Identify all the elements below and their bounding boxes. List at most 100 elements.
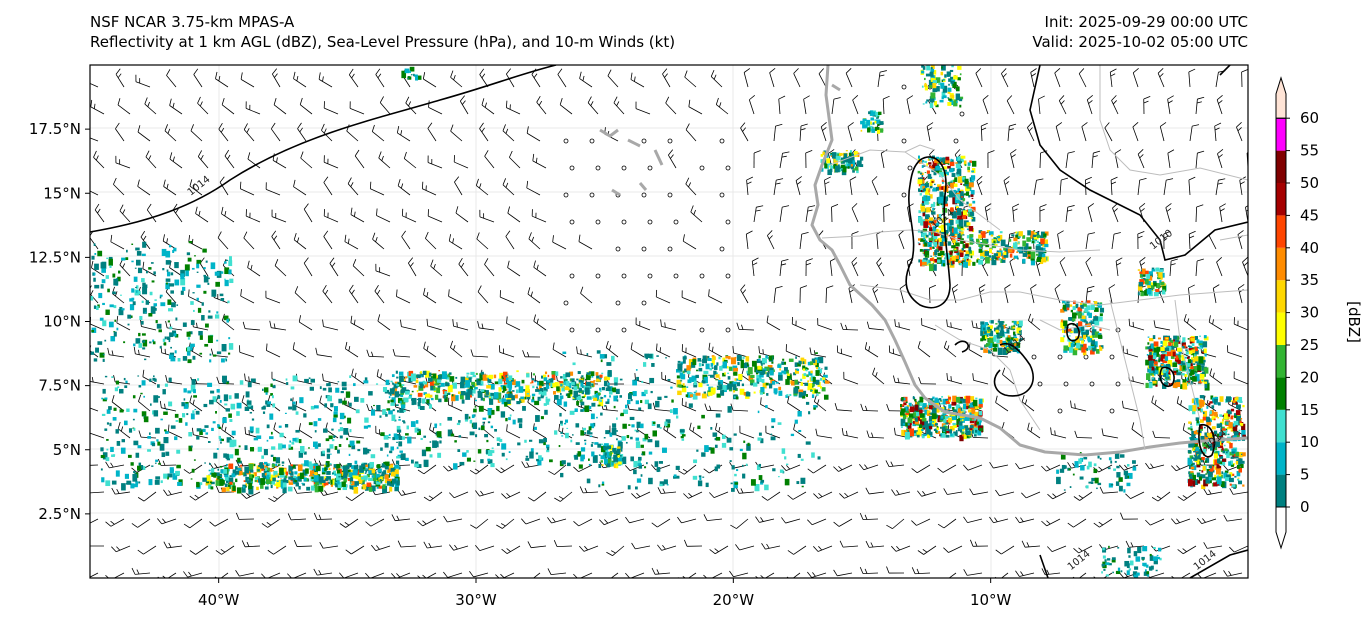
reflectivity-cell (917, 170, 921, 174)
wind-barb (1067, 518, 1087, 528)
wind-barb (1054, 68, 1061, 88)
reflectivity-cell (742, 356, 745, 359)
reflectivity-cell (778, 374, 783, 381)
reflectivity-cell (798, 392, 803, 398)
reflectivity-cell (417, 392, 423, 397)
reflectivity-cell (376, 486, 380, 489)
reflectivity-cell (951, 97, 955, 102)
wind-barb (635, 101, 651, 115)
wind-barb (833, 518, 853, 527)
reflectivity-cell (993, 253, 998, 257)
wind-barb (269, 320, 287, 331)
wind-barb (323, 155, 339, 169)
reflectivity-cell (979, 428, 983, 432)
reflectivity-cell (545, 444, 550, 449)
reflectivity-cell (962, 179, 965, 183)
reflectivity-cell (167, 473, 173, 478)
reflectivity-cell (471, 414, 475, 419)
wind-barb (111, 487, 131, 495)
wind-barb (963, 464, 983, 471)
reflectivity-cell (496, 405, 500, 412)
reflectivity-cell (466, 372, 470, 375)
reflectivity-cell (942, 398, 948, 405)
reflectivity-cell (699, 477, 702, 481)
reflectivity-cell (931, 155, 936, 158)
reflectivity-cell (781, 361, 785, 365)
reflectivity-cell (932, 161, 937, 167)
reflectivity-cell (365, 464, 369, 467)
reflectivity-cell (824, 163, 828, 169)
reflectivity-cell (227, 300, 230, 304)
reflectivity-cell (507, 393, 513, 398)
reflectivity-cell (978, 403, 983, 408)
wind-barb (1027, 422, 1041, 439)
reflectivity-cell (997, 325, 1000, 328)
reflectivity-cell (1078, 321, 1083, 327)
reflectivity-cell (922, 66, 926, 70)
reflectivity-cell (131, 288, 135, 293)
wind-barb (183, 464, 203, 474)
reflectivity-cell (267, 467, 273, 472)
reflectivity-cell (954, 235, 957, 238)
reflectivity-cell (923, 77, 926, 81)
reflectivity-cell (350, 480, 355, 486)
reflectivity-cell (474, 387, 478, 390)
reflectivity-cell (619, 455, 622, 457)
reflectivity-cell (605, 387, 611, 391)
reflectivity-cell (644, 399, 649, 405)
reflectivity-cell (765, 355, 768, 359)
reflectivity-cell (190, 384, 196, 392)
reflectivity-cell (938, 246, 943, 251)
reflectivity-cell (260, 483, 264, 489)
reflectivity-cell (932, 220, 937, 226)
reflectivity-cell (221, 343, 227, 352)
reflectivity-cell (959, 98, 963, 102)
reflectivity-cell (290, 476, 295, 481)
reflectivity-cell (201, 315, 205, 321)
wind-barb (193, 68, 203, 88)
reflectivity-cell (808, 411, 811, 415)
reflectivity-cell (439, 440, 442, 444)
reflectivity-cell (928, 249, 930, 251)
reflectivity-cell (570, 378, 575, 382)
reflectivity-cell (733, 390, 736, 393)
reflectivity-cell (403, 409, 406, 413)
reflectivity-cell (498, 387, 502, 392)
reflectivity-cell (950, 182, 954, 189)
reflectivity-cell (214, 271, 220, 276)
wind-barb (267, 545, 287, 555)
reflectivity-cell (830, 152, 833, 155)
reflectivity-cell (441, 371, 447, 380)
reflectivity-cell (710, 447, 715, 454)
reflectivity-cell (379, 415, 382, 418)
reflectivity-cell (951, 401, 957, 406)
reflectivity-cell (947, 87, 952, 92)
reflectivity-cell (569, 378, 572, 381)
reflectivity-cell (630, 436, 633, 440)
reflectivity-cell (709, 367, 713, 371)
reflectivity-cell (656, 355, 659, 357)
wind-barb (911, 464, 931, 474)
reflectivity-cell (932, 228, 936, 234)
reflectivity-cell (499, 438, 503, 443)
wind-barb (1171, 572, 1191, 578)
reflectivity-cell (591, 375, 594, 378)
reflectivity-cell (226, 486, 230, 492)
reflectivity-cell (938, 219, 942, 221)
reflectivity-cell (239, 380, 244, 385)
reflectivity-cell (111, 480, 117, 485)
reflectivity-cell (508, 417, 511, 421)
reflectivity-cell (975, 397, 978, 400)
reflectivity-cell (265, 392, 268, 395)
reflectivity-cell (811, 382, 815, 387)
reflectivity-cell (671, 399, 674, 403)
calm-wind-marker (563, 192, 569, 198)
reflectivity-cell (368, 486, 373, 492)
calm-wind-marker (595, 219, 601, 225)
wind-barb (133, 346, 151, 358)
valid-time: Valid: 2025-10-02 05:00 UTC (1032, 33, 1248, 51)
reflectivity-cell (995, 240, 1000, 244)
reflectivity-cell (460, 381, 465, 389)
reflectivity-cell (952, 179, 955, 183)
reflectivity-cell (731, 487, 735, 492)
